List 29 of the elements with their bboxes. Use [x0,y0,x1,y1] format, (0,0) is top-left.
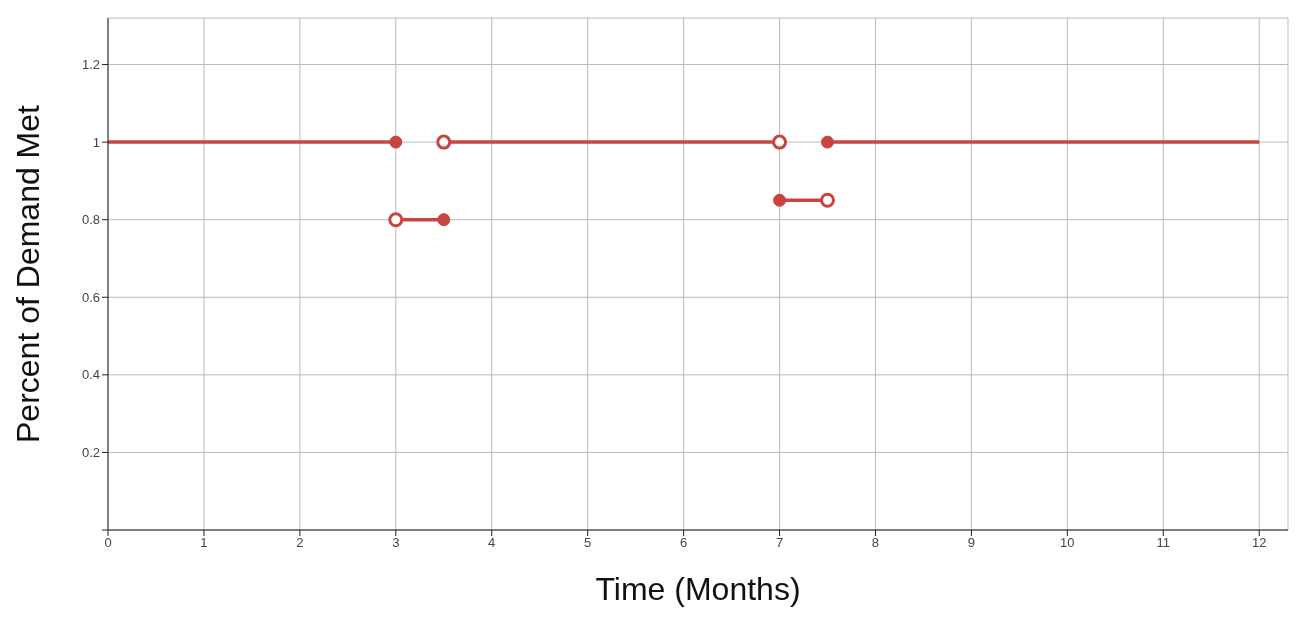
x-tick-label: 11 [1156,535,1171,551]
y-tick-label: 0.2 [81,445,100,461]
point [821,135,835,149]
point [388,212,404,228]
x-tick-label: 9 [967,535,976,551]
x-tick-label: 6 [679,535,688,551]
x-tick-label: 5 [584,535,592,551]
x-tick-label: 4 [488,535,496,551]
y-tick-label: 0.4 [81,367,100,383]
x-tick-label: 3 [392,535,400,551]
point [773,193,787,207]
x-tick-label: 8 [871,535,880,551]
x-tick-label: 0 [104,535,112,551]
point [436,134,452,150]
point [389,135,403,149]
x-tick-label: 12 [1251,535,1267,551]
x-tick-label: 10 [1060,535,1075,551]
x-axis-title: Time (Months) [595,571,801,607]
y-tick-label: 0.8 [81,212,100,228]
point [437,213,451,227]
y-axis-title: Percent of Demand Met [10,104,47,443]
point [772,134,788,150]
point [820,192,836,208]
y-tick-label: 1 [92,134,100,150]
y-tick-label: 1.2 [81,57,100,73]
x-tick-label: 2 [296,535,304,551]
x-tick-label: 1 [200,535,208,551]
x-tick-label: 7 [775,535,784,551]
y-tick-label: 0.6 [81,289,100,305]
